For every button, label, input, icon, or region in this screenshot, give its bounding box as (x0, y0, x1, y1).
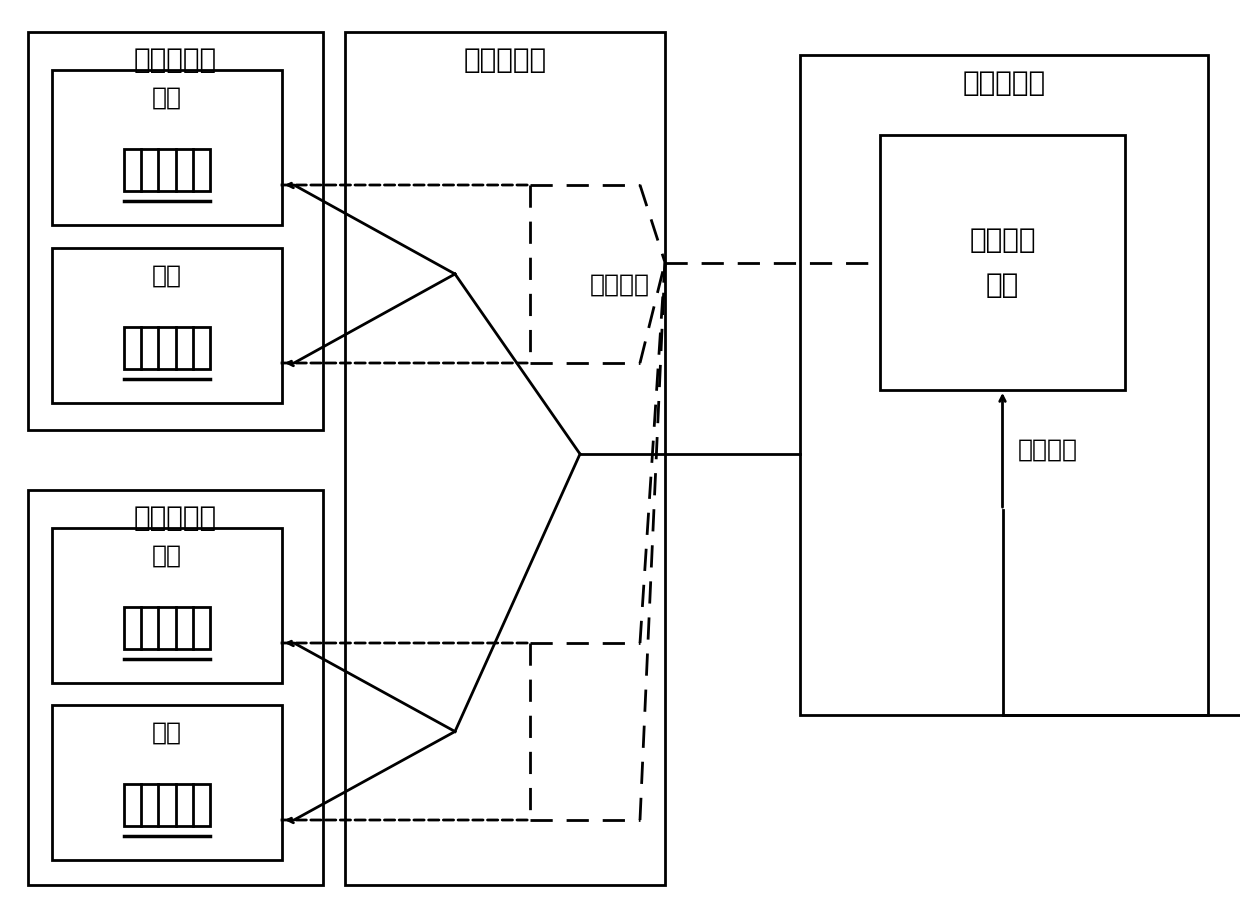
Text: 光线路终端: 光线路终端 (962, 69, 1045, 97)
Text: 带宽请求: 带宽请求 (1018, 438, 1078, 462)
Bar (29, 32, 322, 430)
Text: 带宽授权: 带宽授权 (590, 272, 650, 297)
Bar (29, 490, 322, 885)
Bar (345, 32, 665, 885)
Text: 带宽分配
模块: 带宽分配 模块 (970, 226, 1035, 300)
Text: 缓存: 缓存 (153, 264, 182, 288)
Bar (880, 135, 1125, 390)
Bar (800, 55, 1208, 715)
Bar (52, 248, 281, 403)
Bar (124, 328, 210, 369)
Bar (52, 70, 281, 225)
Bar (124, 150, 210, 191)
Text: 光网络单元: 光网络单元 (134, 46, 217, 74)
Text: 光网络单元: 光网络单元 (134, 504, 217, 532)
Text: 光分配网络: 光分配网络 (464, 46, 547, 74)
Text: 缓存: 缓存 (153, 544, 182, 568)
Bar (124, 607, 210, 648)
Text: 缓存: 缓存 (153, 721, 182, 745)
Bar (52, 528, 281, 683)
Bar (124, 785, 210, 825)
Text: 缓存: 缓存 (153, 86, 182, 110)
Bar (52, 705, 281, 860)
